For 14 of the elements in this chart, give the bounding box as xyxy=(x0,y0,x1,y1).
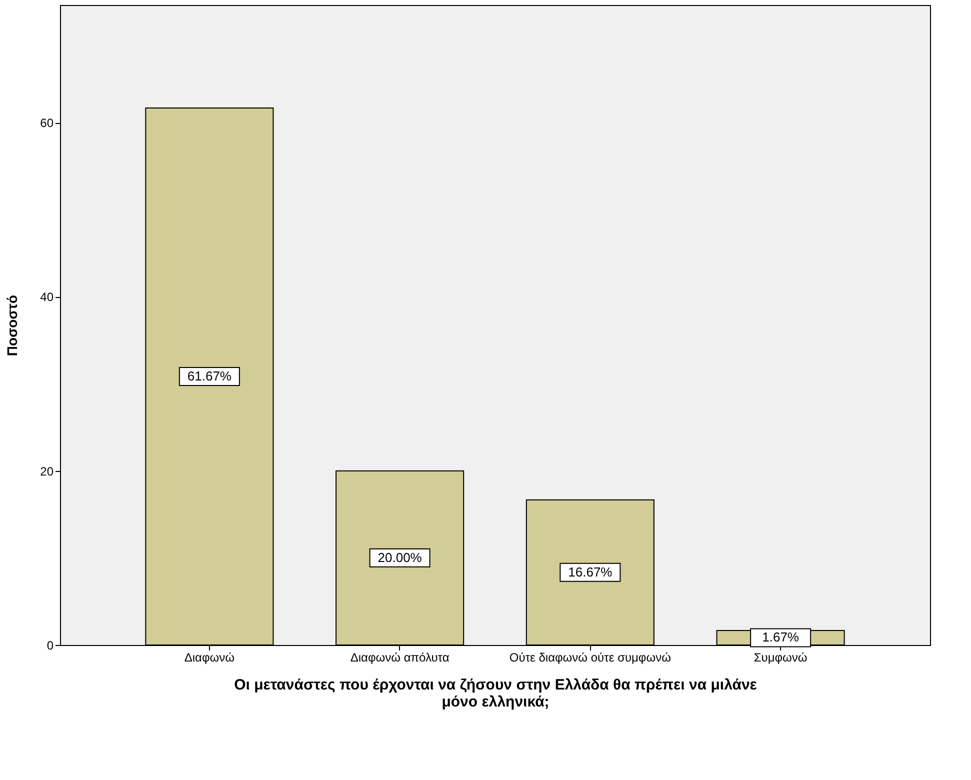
y-tick-label: 0 xyxy=(46,638,54,652)
y-tick-label: 20 xyxy=(40,464,54,478)
y-tick-label: 40 xyxy=(40,290,54,304)
y-tick-label: 60 xyxy=(40,116,54,130)
x-tick-label: Συμφωνώ xyxy=(754,650,808,664)
y-axis-title: Ποσοστό xyxy=(4,294,20,356)
data-label: 20.00% xyxy=(378,550,422,565)
x-axis-title: Οι μετανάστες που έρχονται να ζήσουν στην Ελλάδα θα πρέπει να μιλάνε μόνο ελληνικά; xyxy=(234,676,757,710)
x-tick-label: Ούτε διαφωνώ ούτε συμφωνώ xyxy=(509,650,671,664)
x-tick-label: Διαφωνώ απόλυτα xyxy=(350,650,450,664)
data-label: 16.67% xyxy=(568,564,613,580)
data-label: 61.67% xyxy=(187,368,232,384)
data-label: 1.67% xyxy=(762,630,800,645)
x-tick-label: Διαφωνώ xyxy=(184,650,235,664)
